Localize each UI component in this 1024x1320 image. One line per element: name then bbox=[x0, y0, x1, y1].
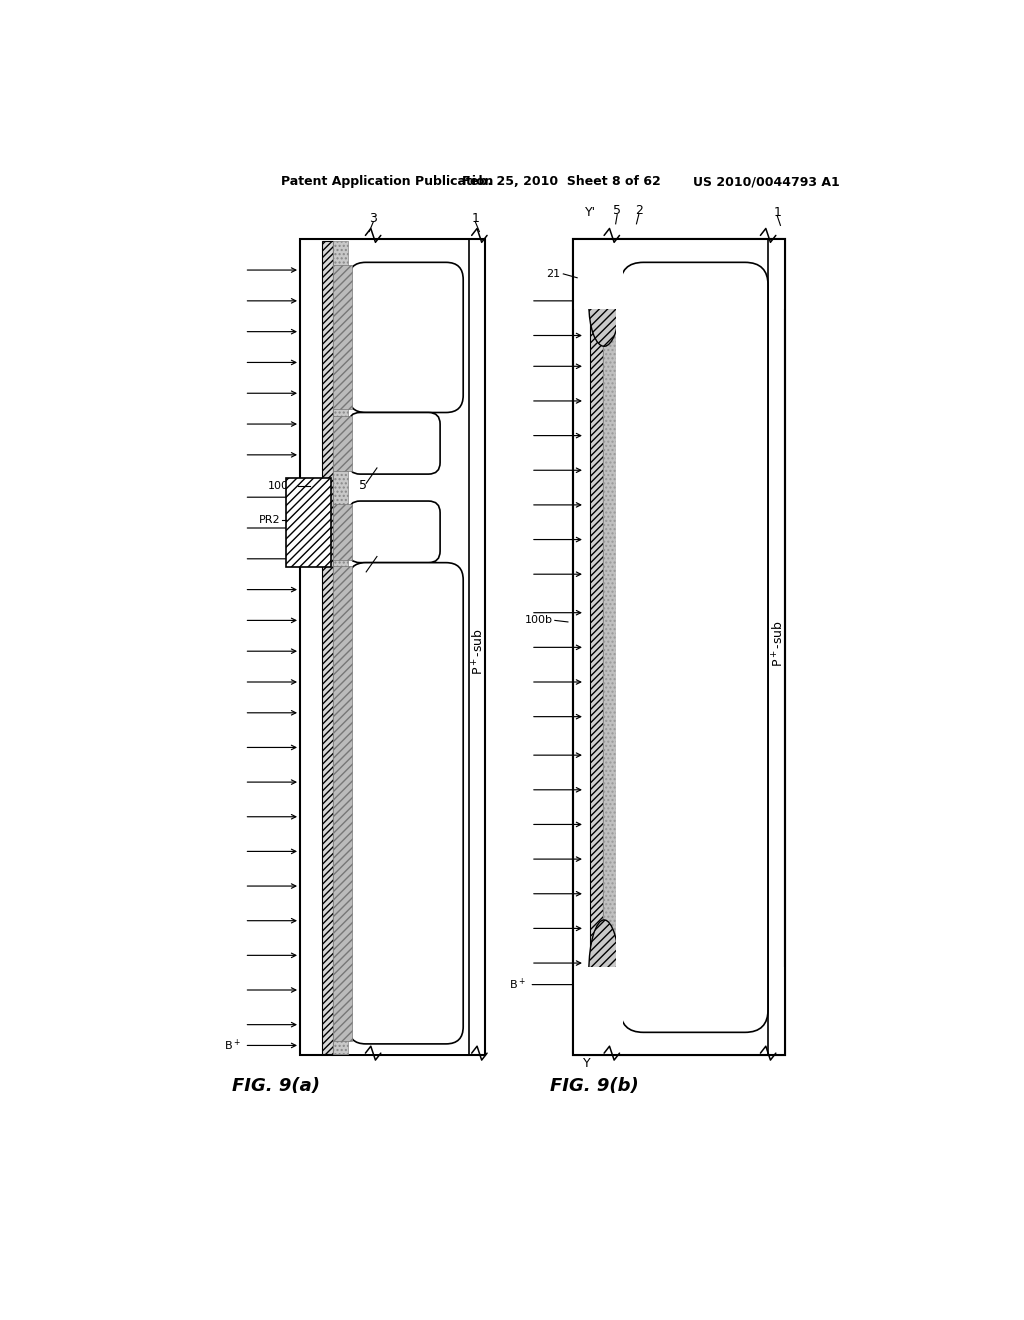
Text: 3: 3 bbox=[370, 213, 377, 224]
Text: P$^+$: P$^+$ bbox=[674, 634, 696, 653]
Text: P-epi: P-epi bbox=[439, 636, 453, 667]
Bar bbox=[300, 239, 484, 1056]
FancyBboxPatch shape bbox=[348, 412, 440, 474]
Bar bbox=[573, 239, 785, 1056]
Ellipse shape bbox=[589, 263, 620, 346]
FancyBboxPatch shape bbox=[621, 263, 768, 1032]
Text: 5: 5 bbox=[359, 479, 367, 492]
Text: p: p bbox=[366, 525, 373, 539]
Text: Y: Y bbox=[583, 1056, 590, 1069]
Text: Patent Application Publication: Patent Application Publication bbox=[281, 176, 494, 187]
Text: B$^+$: B$^+$ bbox=[224, 1038, 241, 1053]
Bar bbox=[616, 263, 623, 1032]
Text: P$^+$-sub: P$^+$-sub bbox=[771, 620, 786, 667]
FancyBboxPatch shape bbox=[348, 562, 463, 1044]
Bar bbox=[333, 240, 348, 1053]
Text: 21: 21 bbox=[546, 269, 560, 279]
Text: Feb. 25, 2010  Sheet 8 of 62: Feb. 25, 2010 Sheet 8 of 62 bbox=[462, 176, 660, 187]
Bar bbox=[333, 566, 352, 1040]
Bar bbox=[573, 239, 785, 1056]
Text: 5: 5 bbox=[613, 205, 622, 218]
Bar bbox=[286, 478, 331, 566]
Bar bbox=[322, 240, 333, 1053]
FancyBboxPatch shape bbox=[348, 502, 440, 562]
Bar bbox=[333, 416, 352, 471]
Bar bbox=[333, 504, 352, 560]
Bar bbox=[602, 305, 617, 970]
Text: P$^+$-sub: P$^+$-sub bbox=[471, 628, 486, 675]
Bar bbox=[322, 240, 469, 1053]
FancyBboxPatch shape bbox=[348, 263, 463, 412]
Text: 100b: 100b bbox=[524, 615, 553, 626]
Text: Y': Y' bbox=[586, 206, 597, 219]
Text: 5: 5 bbox=[359, 568, 367, 581]
Text: 2: 2 bbox=[635, 205, 643, 218]
Bar bbox=[573, 968, 785, 1056]
Ellipse shape bbox=[589, 920, 620, 1022]
Text: US 2010/0044793 A1: US 2010/0044793 A1 bbox=[692, 176, 840, 187]
Text: p: p bbox=[366, 437, 373, 450]
Bar bbox=[333, 265, 352, 409]
Text: 1: 1 bbox=[472, 213, 479, 224]
Text: P$^+$: P$^+$ bbox=[404, 793, 427, 813]
Text: 100b: 100b bbox=[268, 480, 296, 491]
Text: FIG. 9(b): FIG. 9(b) bbox=[550, 1077, 639, 1096]
Bar bbox=[590, 305, 602, 970]
Bar bbox=[573, 239, 785, 309]
Text: FIG. 9(a): FIG. 9(a) bbox=[232, 1077, 321, 1096]
Text: B$^+$: B$^+$ bbox=[510, 977, 526, 993]
Text: 1: 1 bbox=[773, 206, 781, 219]
Text: PR2: PR2 bbox=[259, 515, 281, 525]
Text: P$^+$: P$^+$ bbox=[404, 327, 427, 347]
